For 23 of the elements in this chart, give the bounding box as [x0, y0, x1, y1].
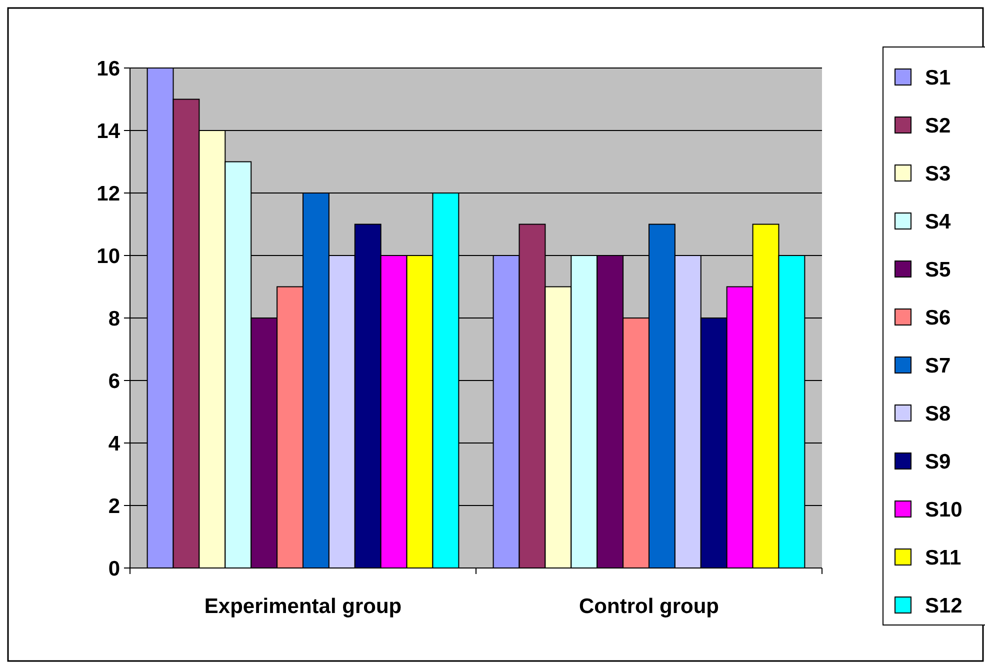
legend-label: S8 — [925, 402, 952, 426]
legend-label: S12 — [925, 594, 962, 618]
legend-label: S3 — [925, 162, 951, 186]
y-tick-label: 2 — [108, 494, 120, 518]
y-tick-label: 8 — [108, 307, 120, 330]
y-tick-label: 10 — [96, 244, 120, 268]
y-tick-label: 12 — [96, 182, 120, 206]
legend-label: S9 — [925, 450, 951, 474]
y-tick-label: 6 — [108, 370, 120, 393]
legend-label: S11 — [925, 546, 962, 570]
y-tick-label: 0 — [108, 557, 120, 580]
legend-label: S6 — [925, 306, 951, 330]
legend-label: S2 — [925, 114, 951, 138]
x-tick-label: Control group — [579, 595, 719, 618]
legend-label: S5 — [925, 258, 952, 282]
y-tick-label: 16 — [96, 57, 120, 80]
legend-label: S7 — [925, 354, 951, 378]
legend-label: S1 — [925, 66, 952, 90]
legend-label: S10 — [925, 498, 962, 522]
x-tick-label: Experimental group — [204, 595, 402, 618]
legend-label: S4 — [925, 210, 952, 234]
y-tick-label: 14 — [96, 120, 120, 143]
y-tick-label: 4 — [108, 432, 120, 456]
